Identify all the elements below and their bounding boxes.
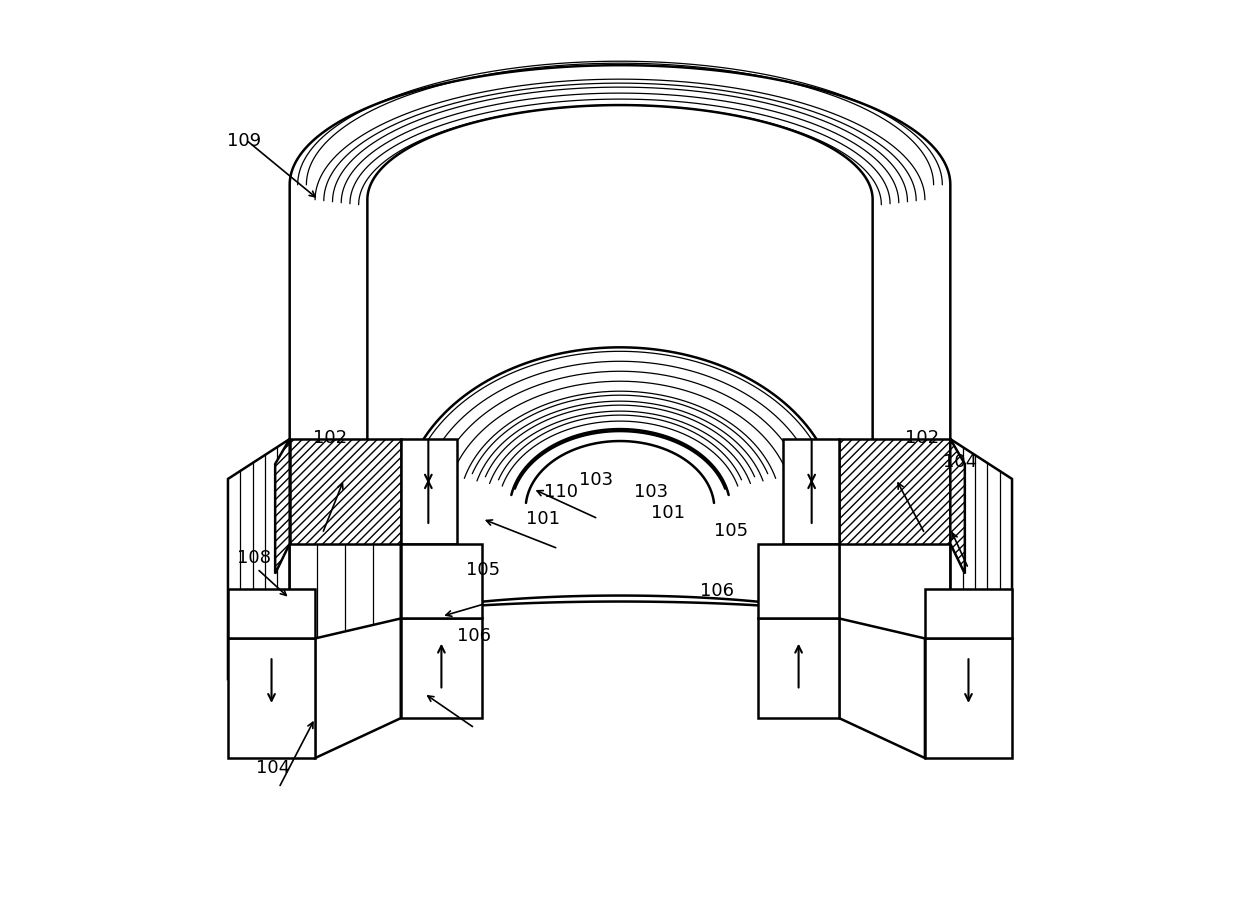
Text: 106: 106 (458, 626, 491, 644)
Text: 102: 102 (905, 428, 940, 446)
Polygon shape (758, 544, 839, 619)
Polygon shape (228, 439, 290, 678)
Polygon shape (290, 66, 950, 644)
Polygon shape (925, 589, 1012, 639)
Polygon shape (275, 439, 290, 574)
Text: 103: 103 (579, 471, 613, 489)
Polygon shape (839, 619, 925, 759)
Polygon shape (290, 539, 401, 639)
Polygon shape (315, 619, 401, 759)
Polygon shape (401, 619, 482, 718)
Text: 101: 101 (527, 510, 560, 528)
Polygon shape (950, 439, 965, 574)
Text: 108: 108 (237, 548, 270, 566)
Polygon shape (228, 639, 315, 759)
Text: 104: 104 (257, 759, 290, 777)
Text: 109: 109 (227, 132, 260, 150)
Text: 103: 103 (635, 483, 668, 501)
Text: 105: 105 (714, 521, 748, 539)
Polygon shape (758, 619, 839, 718)
Polygon shape (228, 589, 315, 639)
Text: 106: 106 (701, 582, 734, 599)
Polygon shape (401, 544, 482, 619)
Text: 110: 110 (544, 483, 579, 501)
Polygon shape (367, 106, 873, 634)
Polygon shape (925, 639, 1012, 759)
Polygon shape (839, 539, 950, 639)
Text: 104: 104 (944, 453, 977, 471)
Text: 101: 101 (651, 503, 684, 521)
Polygon shape (839, 439, 950, 544)
Text: 102: 102 (312, 428, 347, 446)
Text: 105: 105 (466, 561, 500, 579)
Polygon shape (784, 439, 839, 544)
Polygon shape (401, 439, 456, 544)
Polygon shape (950, 439, 1012, 678)
Polygon shape (290, 439, 401, 544)
